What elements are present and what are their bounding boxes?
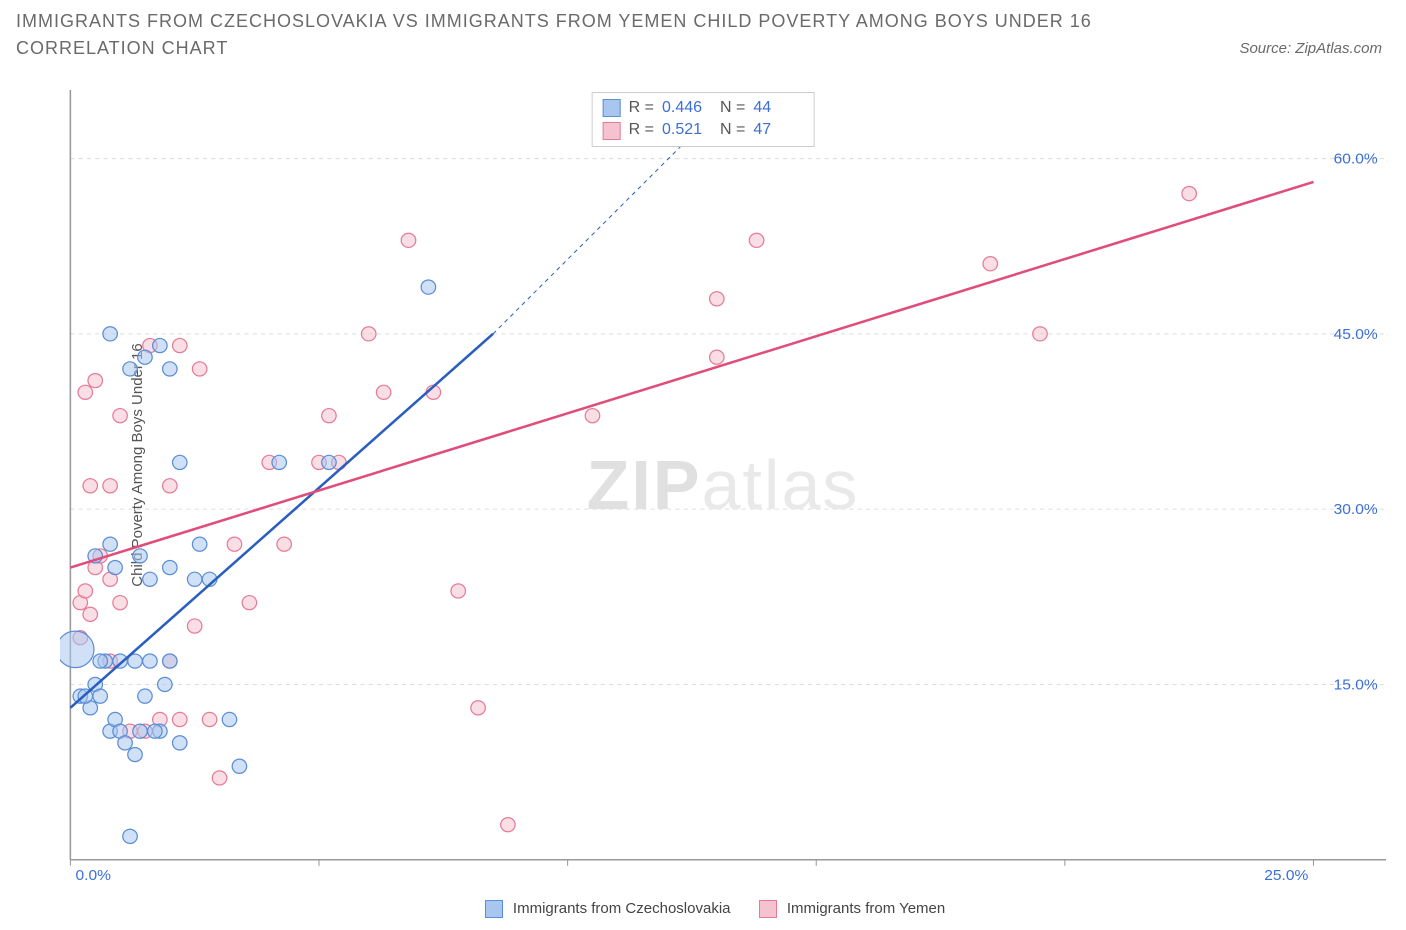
- legend-swatch-0: [485, 900, 503, 918]
- chart-title: IMMIGRANTS FROM CZECHOSLOVAKIA VS IMMIGR…: [16, 8, 1206, 62]
- scatter-svg: 15.0% 30.0% 45.0% 60.0% 0.0% 25.0%: [60, 90, 1386, 880]
- series-1-r-value: 0.521: [662, 119, 712, 141]
- svg-text:30.0%: 30.0%: [1334, 501, 1378, 518]
- legend-label-0: Immigrants from Czechoslovakia: [513, 900, 731, 917]
- legend-label-1: Immigrants from Yemen: [787, 900, 945, 917]
- svg-text:60.0%: 60.0%: [1334, 151, 1378, 168]
- svg-text:0.0%: 0.0%: [76, 867, 112, 880]
- chart-plot-area: ZIPatlas 15.0%30.0%45.0%60.0%0.0%25.0%: [60, 90, 1386, 880]
- series-0-n-value: 44: [753, 97, 803, 119]
- series-1-swatch: [603, 122, 621, 140]
- series-0-swatch: [603, 99, 621, 117]
- n-label: N =: [720, 119, 745, 141]
- stats-legend-box: R = 0.446 N = 44 R = 0.521 N = 47: [592, 92, 815, 147]
- series-1-n-value: 47: [753, 119, 803, 141]
- r-label: R =: [629, 97, 654, 119]
- source-attribution: Source: ZipAtlas.com: [1239, 40, 1382, 57]
- bottom-legend: Immigrants from Czechoslovakia Immigrant…: [0, 900, 1406, 918]
- legend-swatch-1: [759, 900, 777, 918]
- n-label: N =: [720, 97, 745, 119]
- series-0-r-value: 0.446: [662, 97, 712, 119]
- r-label: R =: [629, 119, 654, 141]
- stats-row-series-1: R = 0.521 N = 47: [603, 119, 804, 141]
- svg-text:25.0%: 25.0%: [1264, 867, 1308, 880]
- stats-row-series-0: R = 0.446 N = 44: [603, 97, 804, 119]
- svg-text:15.0%: 15.0%: [1334, 677, 1378, 694]
- svg-text:45.0%: 45.0%: [1334, 326, 1378, 343]
